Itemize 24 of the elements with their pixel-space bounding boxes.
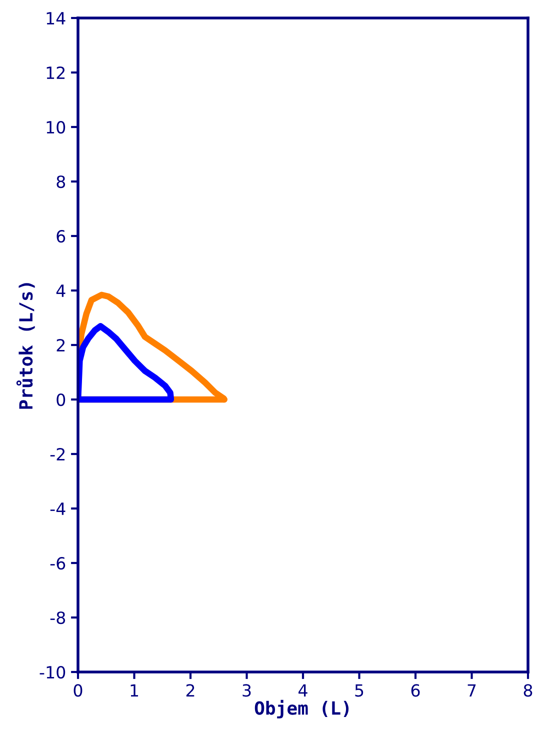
y-tick-label: -8 — [50, 611, 66, 624]
y-tick-label: 12 — [46, 66, 65, 79]
x-tick-label: 1 — [130, 684, 138, 696]
y-tick-label: -10 — [40, 666, 66, 679]
y-tick-label: 0 — [56, 393, 66, 406]
y-tick-label: 4 — [56, 284, 66, 297]
y-tick-label: -4 — [50, 502, 66, 515]
x-tick-label: 8 — [524, 684, 532, 697]
y-tick-label: 8 — [56, 175, 66, 188]
y-tick-label: 14 — [46, 12, 66, 24]
y-tick-label: -6 — [50, 556, 66, 570]
x-tick-label: 2 — [186, 684, 194, 696]
x-tick-label: 4 — [298, 684, 308, 696]
y-tick-label: 6 — [56, 230, 66, 243]
x-tick-label: 5 — [355, 684, 364, 697]
y-tick-label: -2 — [50, 448, 65, 460]
x-axis-title: Objem (L) — [254, 700, 349, 718]
y-tick-label: 2 — [56, 338, 65, 352]
x-tick-label: 7 — [468, 684, 476, 696]
x-tick-label: 0 — [74, 684, 82, 697]
x-tick-label: 6 — [411, 684, 420, 697]
x-tick-label: 3 — [242, 684, 251, 697]
y-tick-label: 10 — [46, 120, 66, 134]
y-axis-title: Průtok (L/s) — [16, 283, 35, 409]
